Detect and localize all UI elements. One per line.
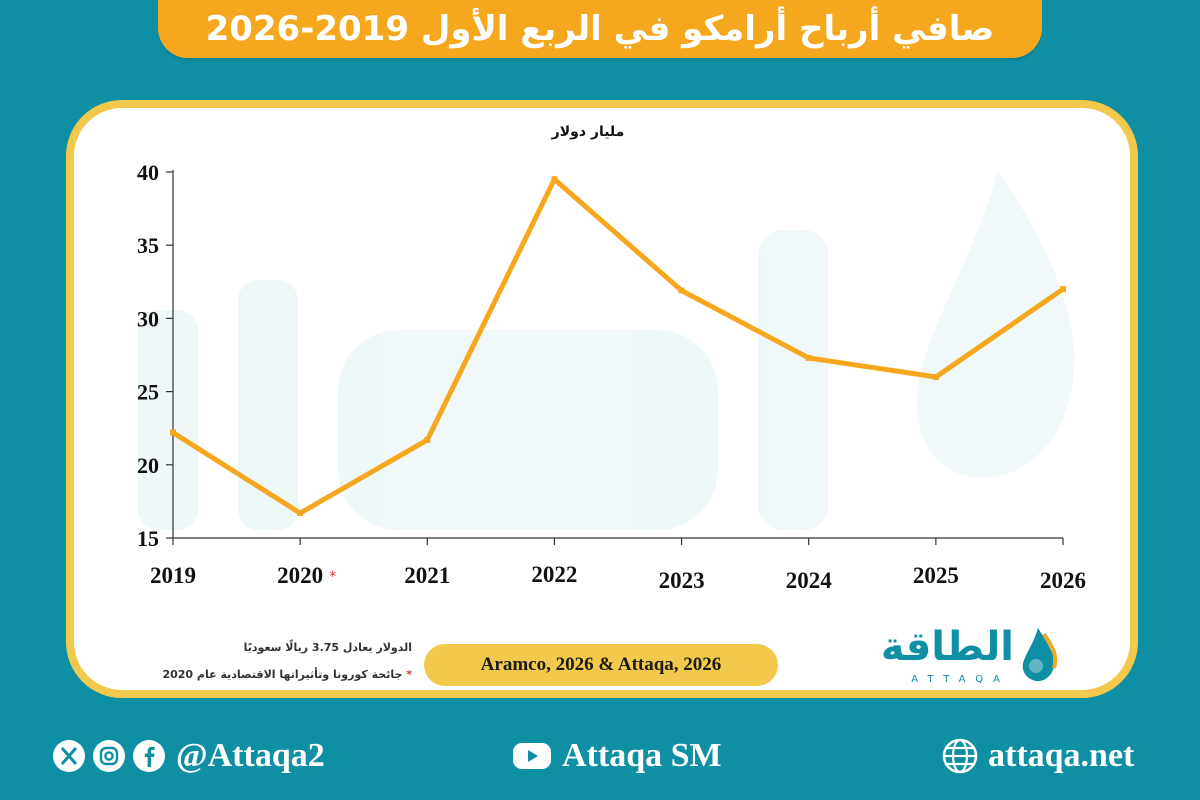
x-tick-label: 2023 <box>659 568 705 593</box>
y-unit-label: مليار دولار <box>551 124 625 140</box>
source-pill: Aramco, 2026 & Attaqa, 2026 <box>424 644 778 686</box>
footnotes: الدولار يعادل 3.75 ريالًا سعوديًا * جائح… <box>140 634 412 688</box>
x-tick-footnote-mark: * <box>329 569 336 585</box>
data-point <box>1060 286 1066 293</box>
data-point <box>805 354 812 361</box>
globe-icon[interactable] <box>942 738 978 774</box>
data-point <box>170 429 176 436</box>
x-tick-label: 2021 <box>404 563 450 588</box>
x-tick-label: 2025 <box>913 563 959 588</box>
youtube-channel: Attaqa SM <box>512 732 722 780</box>
series-line <box>171 175 1065 517</box>
data-point <box>932 373 939 380</box>
website: attaqa.net <box>942 732 1134 780</box>
facebook-icon[interactable] <box>132 739 166 773</box>
youtube-channel-text[interactable]: Attaqa SM <box>562 737 722 774</box>
website-text[interactable]: attaqa.net <box>988 737 1135 774</box>
x-twitter-icon[interactable] <box>52 739 86 773</box>
logo-arabic: الطاقة <box>880 624 1014 670</box>
data-point <box>551 176 558 183</box>
title-banner: صافي أرباح أرامكو في الربع الأول 2019-20… <box>158 0 1042 58</box>
y-tick-label: 25 <box>137 380 159 405</box>
y-tick-label: 35 <box>137 233 159 258</box>
youtube-icon[interactable] <box>512 739 552 773</box>
source-text: Aramco, 2026 & Attaqa, 2026 <box>480 654 722 675</box>
x-tick-label: 2020 <box>277 563 323 588</box>
x-tick-label: 2022 <box>531 562 577 587</box>
y-tick-label: 40 <box>137 160 159 185</box>
x-tick-label: 2026 <box>1040 568 1086 593</box>
page-title: صافي أرباح أرامكو في الربع الأول 2019-20… <box>205 9 995 49</box>
footnote-covid-mark: * <box>406 668 412 681</box>
y-tick-label: 20 <box>137 453 159 478</box>
logo-latin: ATTAQA <box>911 674 1010 685</box>
x-tick-label: 2019 <box>150 563 196 588</box>
data-point <box>297 510 304 517</box>
social-handles: @Attaqa2 <box>52 732 325 780</box>
social-handle-text[interactable]: @Attaqa2 <box>176 737 325 774</box>
y-tick-label: 30 <box>137 306 159 331</box>
drop-icon <box>1022 628 1058 682</box>
data-point <box>678 287 685 294</box>
data-point <box>424 436 431 443</box>
footnote-covid-text: جائحة كورونا وتأثيراتها الاقتصادية عام 2… <box>162 668 403 681</box>
footnote-covid: * جائحة كورونا وتأثيراتها الاقتصادية عام… <box>140 661 412 688</box>
footnote-exchange-rate: الدولار يعادل 3.75 ريالًا سعوديًا <box>243 641 412 654</box>
y-tick-label: 15 <box>137 526 159 551</box>
brand-logo: الطاقة ATTAQA <box>868 624 1058 690</box>
x-tick-label: 2024 <box>786 568 833 593</box>
chart-card <box>66 100 1138 698</box>
instagram-icon[interactable] <box>92 739 126 773</box>
